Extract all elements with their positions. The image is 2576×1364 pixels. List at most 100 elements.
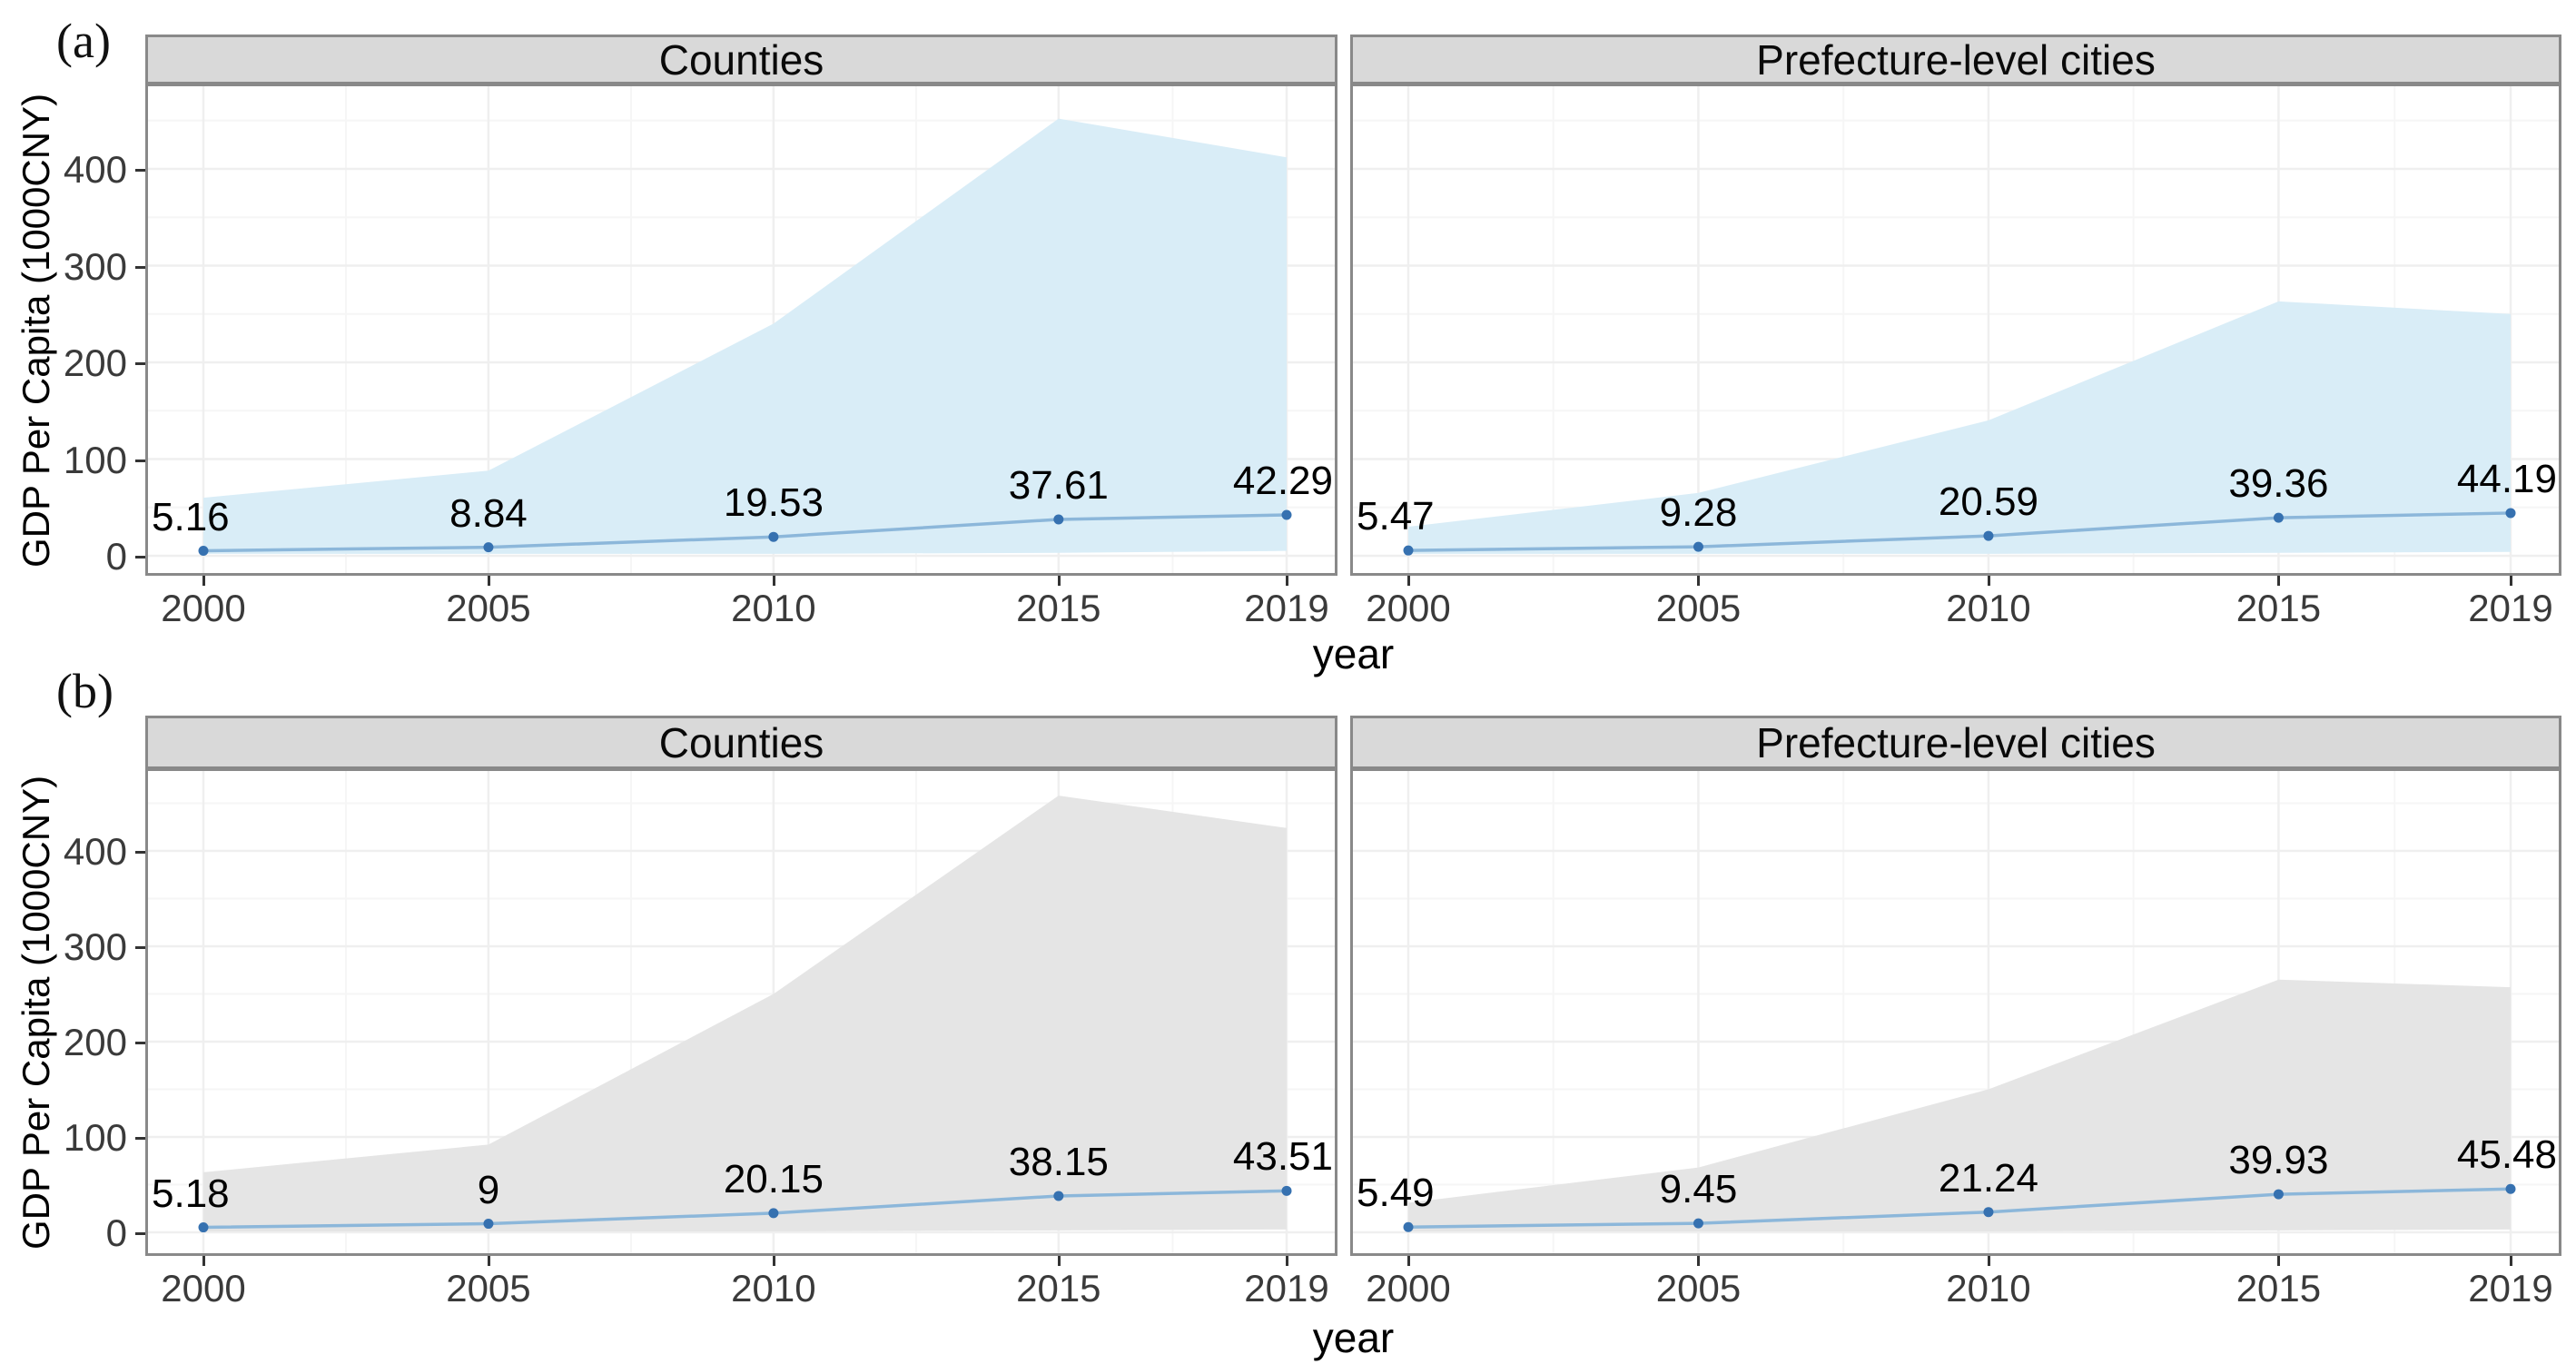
data-label: 9.45 [1659, 1167, 1738, 1212]
data-label: 37.61 [1008, 462, 1109, 508]
x-tick-label: 2010 [731, 1267, 816, 1310]
x-tick-label: 2000 [161, 587, 246, 629]
x-tick-mark [487, 1256, 490, 1266]
x-tick-label: 2010 [731, 587, 816, 629]
data-label: 9.28 [1659, 490, 1738, 536]
x-tick-mark [1407, 576, 1410, 586]
y-tick-label: 100 [63, 438, 127, 481]
x-tick-mark [1057, 576, 1061, 586]
x-tick-mark [1697, 576, 1701, 586]
strip-label: Prefecture-level cities [1756, 718, 2156, 766]
panel-a-tag: (a) [56, 14, 111, 68]
y-tick-mark [135, 1232, 145, 1235]
data-point [1693, 1218, 1703, 1229]
facet-strip: Prefecture-level cities [1350, 716, 2561, 769]
data-point [768, 531, 779, 542]
data-label: 5.47 [1357, 494, 1435, 539]
x-tick-mark [202, 1256, 205, 1266]
data-label: 39.93 [2228, 1138, 2329, 1183]
y-tick-mark [135, 265, 145, 269]
y-tick-label: 100 [63, 1116, 127, 1159]
data-point [2273, 1189, 2284, 1200]
y-tick-mark [135, 556, 145, 558]
y-tick-mark [135, 1042, 145, 1044]
y-tick-mark [135, 1137, 145, 1140]
panel-b-tag: (b) [56, 664, 114, 718]
data-point [1693, 541, 1703, 552]
x-tick-label: 2000 [161, 1267, 246, 1310]
data-point [198, 1222, 209, 1233]
strip-label: Counties [658, 35, 824, 84]
x-tick-mark [1286, 576, 1288, 586]
x-tick-label: 2019 [2468, 1267, 2553, 1310]
plot-panel: 5.49 9.45 21.24 39.93 45.48 [1350, 768, 2561, 1256]
data-label: 20.15 [723, 1156, 824, 1201]
x-tick-mark [1987, 1256, 1990, 1266]
data-point [1281, 1185, 1292, 1196]
data-point [768, 1208, 779, 1219]
x-tick-mark [487, 576, 490, 586]
ribbon-area [1408, 979, 2511, 1231]
y-tick-label: 0 [105, 1211, 127, 1254]
x-tick-mark [1407, 1256, 1410, 1266]
ribbon-area [203, 118, 1287, 554]
facet-strip: Prefecture-level cities [1350, 35, 2561, 84]
plot-panel: 5.47 9.28 20.59 39.36 44.19 [1350, 84, 2561, 576]
x-tick-label: 2015 [2235, 587, 2322, 629]
y-tick-mark [135, 362, 145, 365]
data-label: 19.53 [723, 480, 824, 526]
y-axis-ticks-b: 0 100 200 300 400 [0, 0, 145, 1364]
x-tick-mark [772, 1256, 775, 1266]
x-tick-label: 2015 [2235, 1267, 2322, 1310]
facet-plot-svg [148, 771, 1335, 1253]
x-tick-mark [1286, 1256, 1288, 1266]
data-label: 43.51 [1232, 1134, 1333, 1180]
data-point [2505, 508, 2516, 519]
data-point [483, 542, 494, 553]
data-point [1403, 545, 1414, 556]
facet-a-counties: Counties 5.16 8.84 19.53 37.61 42.29 2000 200… [145, 35, 1337, 670]
x-tick-mark [2510, 576, 2512, 586]
data-label: 21.24 [1938, 1155, 2038, 1201]
x-tick-label: 2005 [1655, 1267, 1742, 1310]
x-tick-mark [2277, 1256, 2281, 1266]
data-point [2273, 512, 2284, 523]
data-label: 9 [477, 1167, 500, 1212]
data-point [2505, 1183, 2516, 1194]
facet-plot-svg [1353, 86, 2559, 573]
x-tick-label: 2015 [1016, 587, 1101, 629]
data-point [1983, 1207, 1994, 1218]
data-label: 38.15 [1008, 1139, 1109, 1184]
x-tick-label: 2000 [1366, 587, 1451, 629]
x-axis-title-b: year [1312, 1314, 1395, 1361]
y-tick-label: 300 [63, 925, 127, 968]
ribbon-area [203, 796, 1287, 1231]
data-label: 8.84 [449, 490, 528, 536]
data-label: 5.16 [152, 494, 230, 539]
facet-strip: Counties [145, 35, 1337, 84]
data-label: 45.48 [2456, 1132, 2557, 1178]
y-tick-label: 0 [105, 535, 127, 578]
data-label: 5.18 [152, 1171, 230, 1216]
facet-plot-svg [1353, 771, 2559, 1253]
x-tick-mark [2510, 1256, 2512, 1266]
strip-label: Prefecture-level cities [1756, 35, 2156, 84]
data-point [1403, 1221, 1414, 1232]
data-point [1053, 1191, 1064, 1201]
x-tick-label: 2005 [446, 1267, 531, 1310]
strip-label: Counties [658, 718, 824, 766]
data-point [198, 546, 209, 557]
x-tick-label: 2019 [1244, 587, 1329, 629]
y-tick-label: 200 [63, 1021, 127, 1063]
facet-b-prefecture: Prefecture-level cities 5.49 9.45 21.24 39.… [1350, 716, 2561, 1351]
x-tick-label: 2019 [1244, 1267, 1329, 1310]
facet-plot-svg [148, 86, 1335, 573]
facet-a-prefecture: Prefecture-level cities 5.47 9.28 20.59 39.… [1350, 35, 2561, 670]
y-tick-mark [135, 946, 145, 949]
facet-b-counties: Counties 5.18 9 20.15 38.15 43.51 2000 2005 20… [145, 716, 1337, 1351]
data-point [1053, 514, 1064, 525]
x-tick-label: 2015 [1016, 1267, 1101, 1310]
data-label: 20.59 [1938, 479, 2038, 525]
